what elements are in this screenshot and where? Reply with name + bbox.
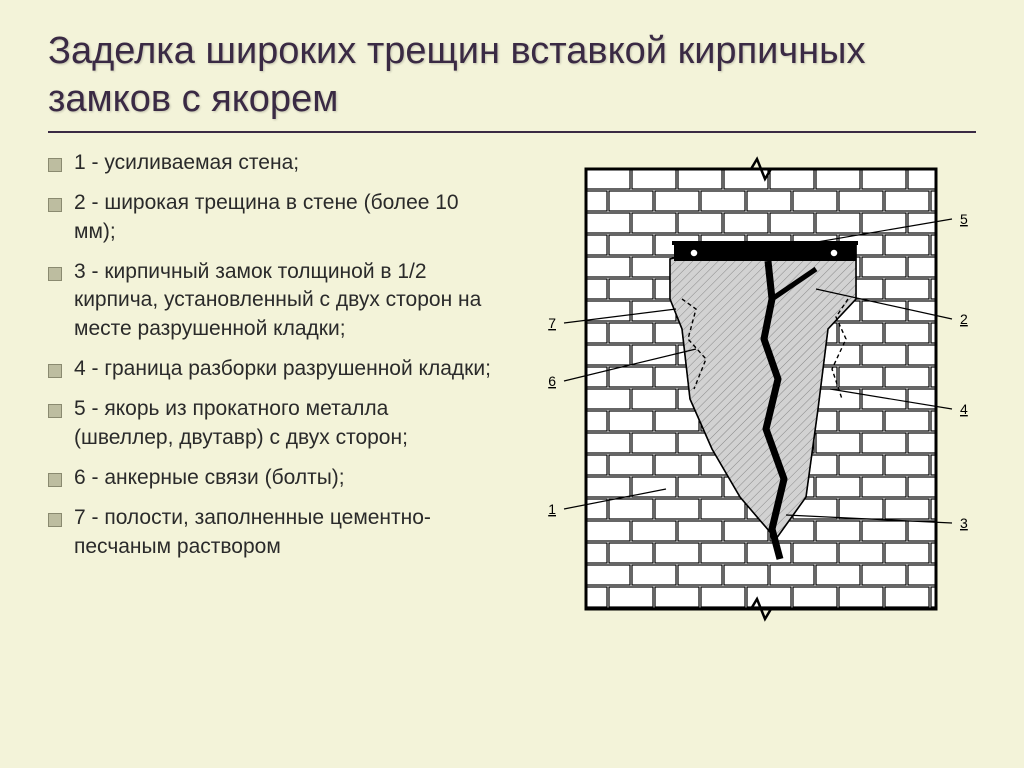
- svg-text:6: 6: [548, 373, 556, 389]
- page-title: Заделка широких трещин вставкой кирпичны…: [48, 28, 976, 123]
- list-item: 7 - полости, заполненные цементно-песчан…: [48, 504, 492, 561]
- svg-text:4: 4: [960, 401, 968, 417]
- list-item: 5 - якорь из прокатного металла (швеллер…: [48, 395, 492, 452]
- diagram-svg: 1 2 3 4 5 6 7: [516, 149, 976, 649]
- list-item: 1 - усиливаемая стена;: [48, 149, 492, 177]
- svg-text:2: 2: [960, 311, 968, 327]
- legend-list: 1 - усиливаемая стена; 2 - широкая трещи…: [48, 149, 492, 649]
- svg-text:1: 1: [548, 501, 556, 517]
- svg-text:5: 5: [960, 211, 968, 227]
- diagram: 1 2 3 4 5 6 7: [516, 149, 976, 649]
- list-item: 6 - анкерные связи (болты);: [48, 464, 492, 492]
- slide: Заделка широких трещин вставкой кирпичны…: [0, 0, 1024, 768]
- title-underline: [48, 131, 976, 133]
- content-row: 1 - усиливаемая стена; 2 - широкая трещи…: [48, 149, 976, 649]
- list-item: 3 - кирпичный замок толщиной в 1/2 кирпи…: [48, 258, 492, 343]
- svg-text:3: 3: [960, 515, 968, 531]
- list-item: 4 - граница разборки разрушенной кладки;: [48, 355, 492, 383]
- list-item: 2 - широкая трещина в стене (более 10 мм…: [48, 189, 492, 246]
- svg-text:7: 7: [548, 315, 556, 331]
